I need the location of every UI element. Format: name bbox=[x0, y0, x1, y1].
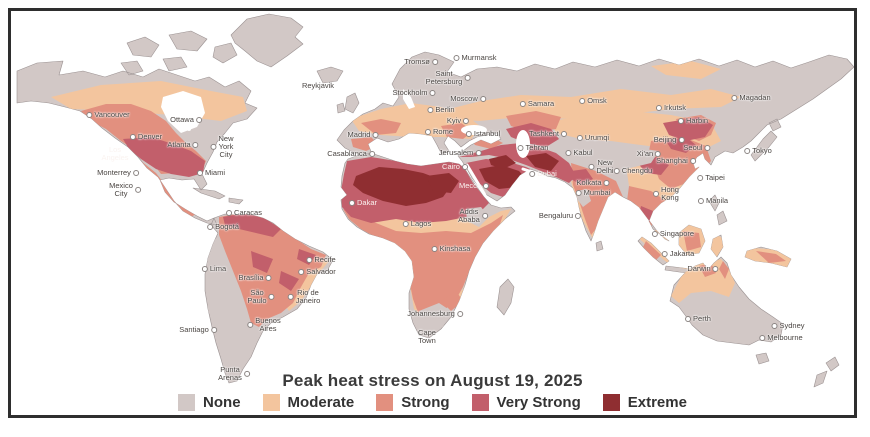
legend-swatch bbox=[178, 394, 196, 411]
legend-item-none: None bbox=[178, 394, 241, 411]
legend-swatch bbox=[471, 394, 489, 411]
legend-swatch bbox=[262, 394, 280, 411]
legend-label: None bbox=[203, 394, 241, 411]
legend-label: Moderate bbox=[287, 394, 355, 411]
extreme-heat-layer bbox=[123, 153, 559, 206]
legend-item-strong: Strong bbox=[376, 394, 450, 411]
legend-label: Very Strong bbox=[496, 394, 581, 411]
legend-item-moderate: Moderate bbox=[262, 394, 355, 411]
world-map bbox=[16, 13, 854, 388]
map-frame: Vancouver Ottawa Denver Atlanta New York Cit… bbox=[8, 8, 857, 418]
none-patches-layer bbox=[207, 147, 659, 335]
legend-label: Strong bbox=[401, 394, 450, 411]
legend-item-extreme: Extreme bbox=[602, 394, 687, 411]
legend-label: Extreme bbox=[627, 394, 687, 411]
legend: None Moderate Strong Very Strong Extreme bbox=[11, 394, 854, 411]
legend-swatch bbox=[376, 394, 394, 411]
legend-swatch bbox=[602, 394, 620, 411]
legend-item-very-strong: Very Strong bbox=[471, 394, 581, 411]
map-title: Peak heat stress on August 19, 2025 bbox=[282, 371, 583, 390]
